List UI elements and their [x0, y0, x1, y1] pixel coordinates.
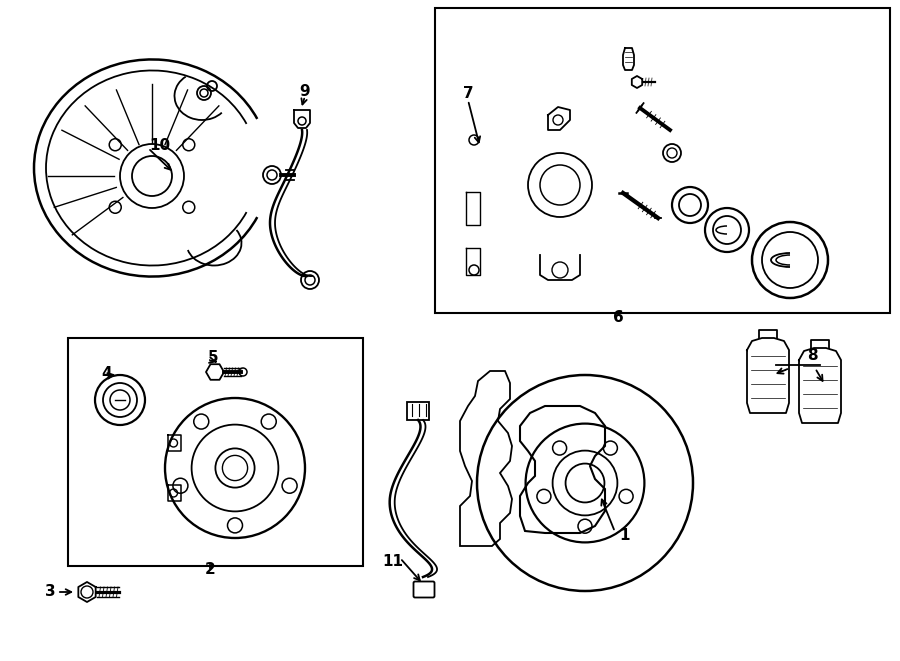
Polygon shape: [206, 364, 224, 380]
Text: 2: 2: [204, 563, 215, 578]
Bar: [435, 8, 890, 313]
Text: 8: 8: [806, 348, 817, 362]
Polygon shape: [78, 582, 95, 602]
Bar: [68, 338, 363, 566]
Text: 10: 10: [149, 137, 171, 153]
Text: 3: 3: [45, 584, 55, 600]
Bar: [407, 402, 429, 420]
Text: 11: 11: [382, 555, 403, 570]
Text: 1: 1: [620, 527, 630, 543]
Text: 7: 7: [463, 85, 473, 100]
Text: 4: 4: [102, 366, 112, 381]
Text: 6: 6: [613, 311, 624, 325]
Text: 5: 5: [208, 350, 219, 366]
Text: 9: 9: [300, 85, 310, 100]
